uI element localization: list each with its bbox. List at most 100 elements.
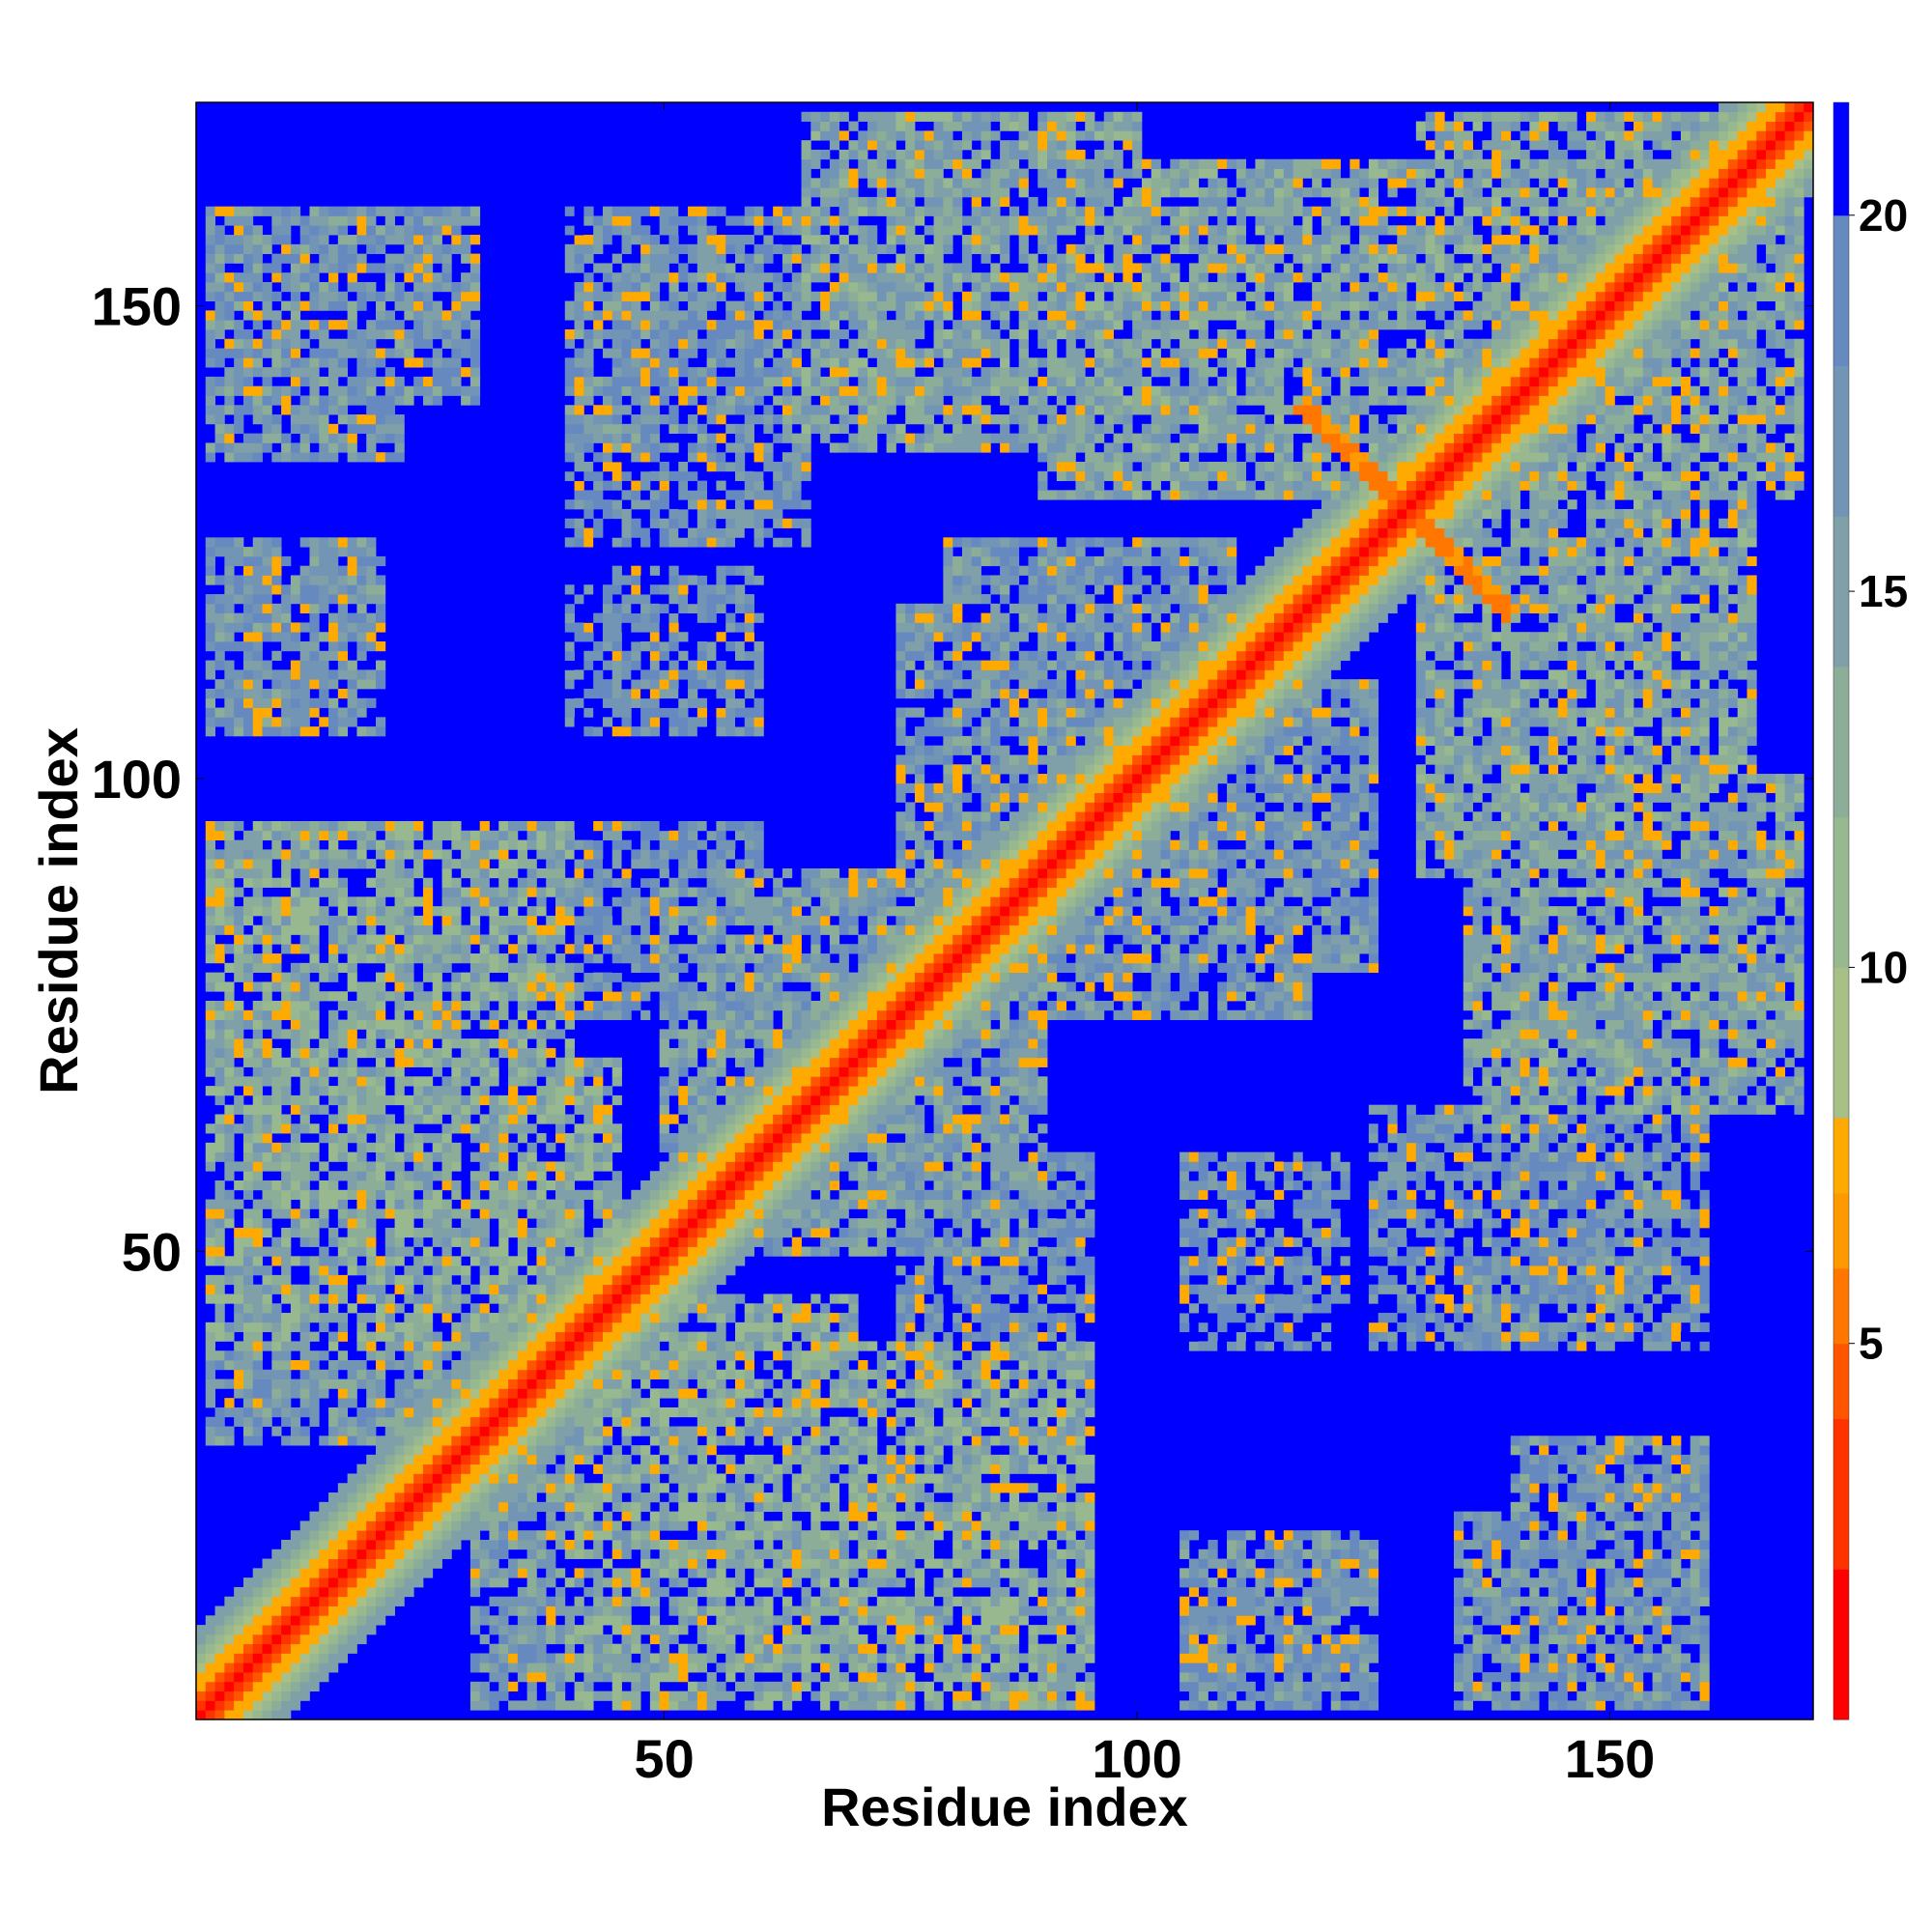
heatmap-cell — [234, 225, 244, 236]
heatmap-cell — [555, 1321, 566, 1333]
heatmap-cell — [242, 1662, 254, 1673]
heatmap-cell — [479, 1568, 490, 1578]
heatmap-cell — [611, 896, 622, 907]
heatmap-cell — [546, 821, 556, 832]
heatmap-cell — [224, 632, 235, 642]
heatmap-cell — [319, 1369, 329, 1379]
heatmap-cell — [659, 1123, 669, 1134]
heatmap-cell — [441, 1378, 452, 1389]
heatmap-cell — [583, 1094, 594, 1106]
heatmap-cell — [574, 622, 584, 633]
heatmap-cell — [214, 867, 225, 879]
heatmap-cell — [479, 962, 490, 974]
heatmap-cell — [384, 1473, 395, 1484]
heatmap-cell — [404, 1321, 414, 1333]
heatmap-cell — [593, 1360, 604, 1371]
heatmap-cell — [668, 1520, 679, 1531]
heatmap-cell — [479, 1246, 490, 1257]
heatmap-cell — [205, 1218, 215, 1229]
heatmap-cell — [583, 282, 594, 293]
heatmap-cell — [602, 688, 613, 699]
heatmap-cell — [422, 1246, 434, 1257]
heatmap-cell — [668, 1236, 679, 1247]
heatmap-cell — [640, 423, 651, 435]
heatmap-cell — [205, 235, 215, 245]
heatmap-cell — [668, 1690, 679, 1701]
heatmap-cell — [640, 1256, 651, 1266]
heatmap-cell — [281, 243, 292, 255]
heatmap-cell — [461, 1360, 471, 1371]
heatmap-cell — [441, 1388, 452, 1399]
heatmap-cell — [262, 1605, 272, 1616]
heatmap-cell — [536, 1094, 547, 1106]
heatmap-cell — [593, 1406, 604, 1418]
heatmap-cell — [602, 1001, 613, 1011]
heatmap-cell — [546, 1435, 556, 1446]
heatmap-cell — [640, 395, 651, 406]
heatmap-cell — [469, 357, 481, 368]
heatmap-cell — [640, 1227, 651, 1238]
heatmap-cell — [498, 1634, 509, 1645]
heatmap-cell — [366, 1265, 377, 1276]
heatmap-cell — [252, 1388, 263, 1399]
heatmap-cell — [517, 1180, 528, 1191]
heatmap-cell — [205, 414, 215, 425]
heatmap-cell — [602, 1605, 613, 1616]
heatmap-cell — [451, 1426, 462, 1436]
heatmap-cell — [593, 1653, 604, 1663]
heatmap-cell — [432, 1416, 442, 1427]
heatmap-cell — [489, 1596, 499, 1606]
heatmap-cell — [422, 1094, 434, 1106]
heatmap-cell — [536, 1369, 547, 1379]
heatmap-cell — [555, 877, 566, 888]
heatmap-cell — [271, 253, 282, 264]
heatmap-cell — [394, 1435, 405, 1446]
heatmap-cell — [224, 981, 235, 992]
heatmap-cell — [404, 300, 414, 311]
heatmap-cell — [536, 1303, 547, 1314]
heatmap-cell — [252, 1227, 263, 1238]
heatmap-cell — [583, 981, 594, 992]
heatmap-cell — [461, 1331, 471, 1342]
heatmap-cell — [489, 1483, 499, 1493]
heatmap-cell — [404, 1199, 414, 1209]
heatmap-cell — [451, 1398, 462, 1408]
heatmap-cell — [611, 679, 622, 690]
heatmap-cell — [271, 830, 282, 840]
heatmap-cell — [659, 1558, 669, 1569]
heatmap-cell — [262, 1114, 272, 1124]
heatmap-cell — [631, 1416, 641, 1427]
heatmap-cell — [337, 1001, 349, 1011]
heatmap-cell — [441, 1426, 452, 1436]
heatmap-cell — [526, 1653, 537, 1663]
heatmap-cell — [631, 679, 641, 690]
heatmap-cell — [376, 1416, 386, 1427]
heatmap-cell — [659, 1171, 669, 1181]
heatmap-cell — [621, 527, 632, 538]
heatmap-cell — [356, 707, 367, 718]
heatmap-cell — [319, 405, 329, 415]
heatmap-cell — [602, 348, 613, 358]
heatmap-cell — [337, 575, 349, 585]
heatmap-cell — [602, 385, 613, 396]
heatmap-cell — [602, 1009, 613, 1020]
heatmap-cell — [574, 490, 584, 500]
heatmap-cell — [640, 1681, 651, 1692]
heatmap-cell — [536, 1171, 547, 1181]
heatmap-cell — [498, 1492, 509, 1503]
heatmap-cell — [422, 1520, 434, 1531]
heatmap-cell — [242, 348, 254, 358]
heatmap-cell — [376, 953, 386, 964]
heatmap-cell — [451, 830, 462, 840]
heatmap-cell — [328, 367, 339, 378]
heatmap-cell — [574, 1331, 584, 1342]
heatmap-cell — [413, 1426, 424, 1436]
heatmap-cell — [602, 1662, 613, 1673]
heatmap-cell — [234, 821, 244, 832]
heatmap-cell — [384, 1558, 395, 1569]
heatmap-cell — [574, 1123, 584, 1134]
heatmap-cell — [299, 1256, 310, 1266]
heatmap-cell — [668, 1605, 679, 1616]
heatmap-cell — [422, 1350, 434, 1361]
heatmap-cell — [404, 1540, 414, 1550]
